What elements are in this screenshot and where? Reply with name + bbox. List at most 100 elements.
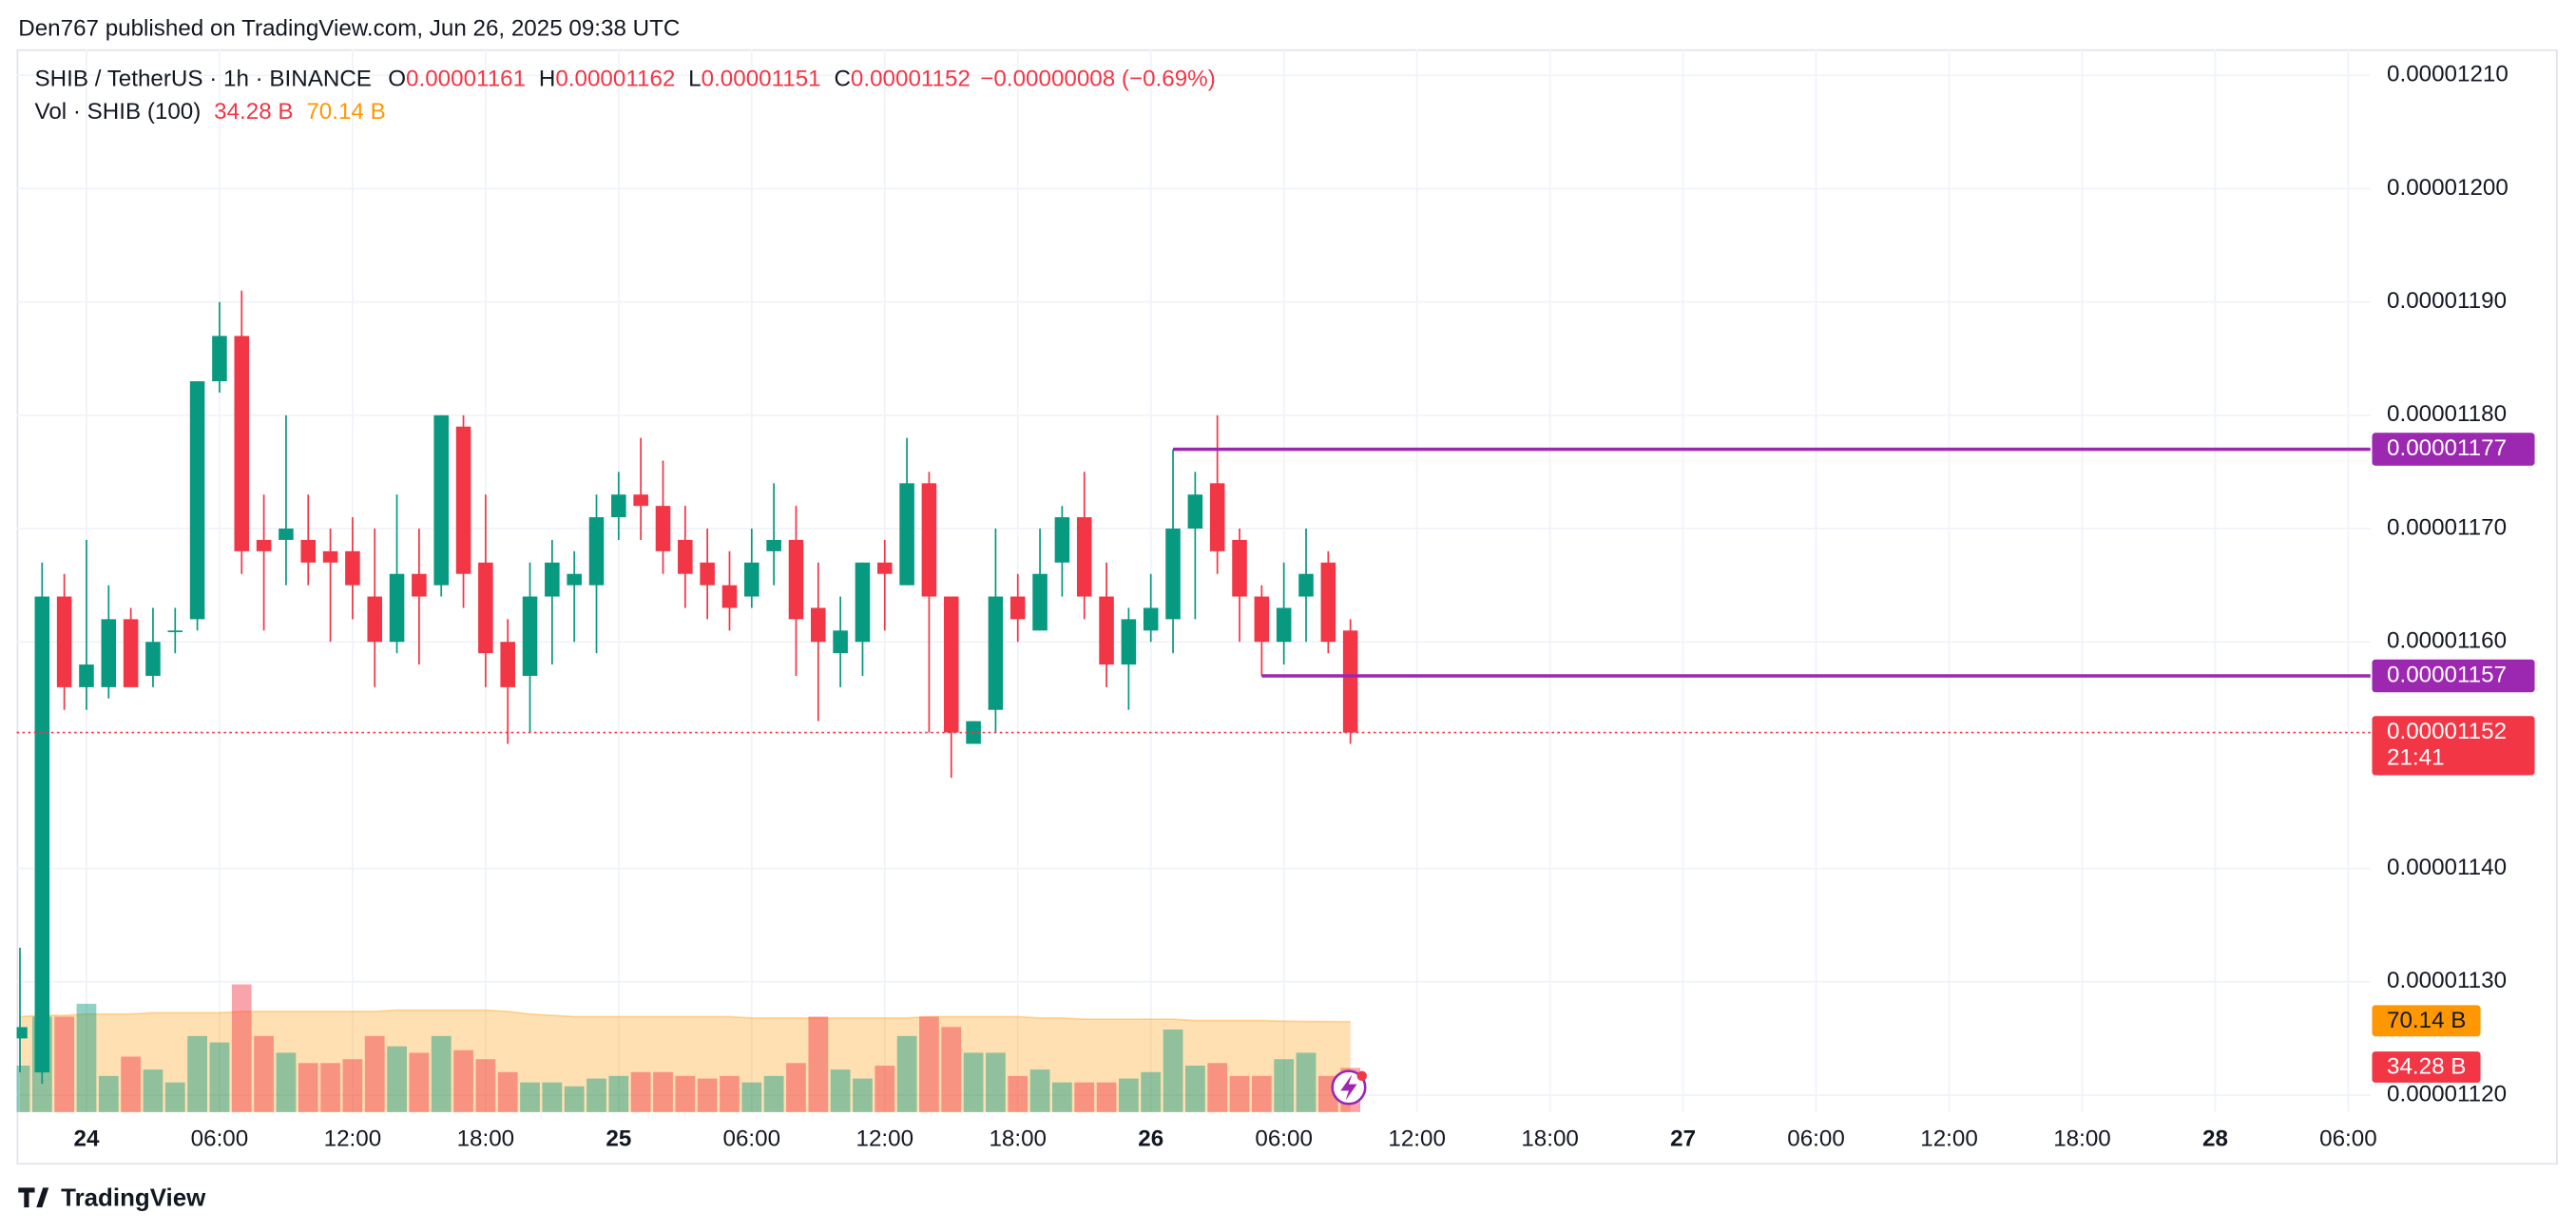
volume-bar <box>453 1049 473 1112</box>
candle-body <box>877 562 893 574</box>
last-price-label: 0.00001152 <box>2387 719 2507 744</box>
volume-bar <box>387 1046 407 1112</box>
volume-bar <box>1029 1069 1050 1112</box>
volume-bar <box>630 1071 651 1112</box>
candle-body <box>433 414 449 586</box>
candle-body <box>921 483 937 597</box>
x-tick-label: 24 <box>74 1126 100 1152</box>
candle-body <box>988 596 1004 710</box>
candle-body <box>1298 573 1314 597</box>
y-tick-label: 0.00001130 <box>2387 968 2507 993</box>
volume-bar <box>586 1078 606 1112</box>
candle-body <box>412 573 427 597</box>
legend-main: SHIB / TetherUS · 1h · BINANCE O0.0000116… <box>35 67 1216 92</box>
publisher: Den767 published on TradingView.com, Jun… <box>18 15 680 41</box>
volume-box <box>2372 1051 2481 1083</box>
volume-bar <box>1207 1063 1228 1112</box>
candles <box>16 290 1358 1085</box>
candle-body <box>1165 529 1181 620</box>
volume-bar <box>763 1075 784 1112</box>
volume-bar <box>98 1075 119 1112</box>
volume-bar <box>1119 1078 1139 1112</box>
candle-body <box>766 539 781 551</box>
volume-bar <box>342 1059 363 1112</box>
candle-body <box>279 529 294 540</box>
candle-body <box>721 585 738 608</box>
candle-body <box>16 1027 28 1039</box>
y-tick-label: 0.00001120 <box>2387 1081 2507 1107</box>
y-tick-label: 0.00001190 <box>2387 288 2507 314</box>
volume-bar <box>143 1069 163 1112</box>
volume-bar <box>875 1066 895 1112</box>
symbol: SHIB / TetherUS · 1h · BINANCE <box>35 67 372 92</box>
volume-bar <box>741 1082 762 1112</box>
countdown: 21:41 <box>2387 745 2445 771</box>
candle-body <box>167 630 183 633</box>
volume-bar <box>187 1035 207 1112</box>
candle-body <box>145 642 161 676</box>
volume-bar <box>896 1035 917 1112</box>
volume-bar <box>16 1066 30 1112</box>
volume-bar <box>431 1035 452 1112</box>
volume-bar <box>298 1063 318 1112</box>
volume-bar <box>1096 1082 1117 1112</box>
replay-icon[interactable] <box>1331 1069 1367 1106</box>
volume-bar <box>675 1075 696 1112</box>
x-tick-label: 12:00 <box>324 1126 382 1152</box>
candle-body <box>478 562 493 654</box>
candle-body <box>1032 573 1048 631</box>
x-tick-label: 28 <box>2202 1126 2228 1152</box>
volume-bar <box>1141 1071 1162 1112</box>
candle-body <box>189 381 205 620</box>
level-label: 0.00001177 <box>2387 435 2507 461</box>
candle-body <box>1254 596 1270 643</box>
candle-body <box>1276 607 1292 643</box>
volume-bar <box>808 1016 829 1112</box>
volume-title: Vol · SHIB (100) <box>35 100 202 125</box>
candle-body <box>367 596 383 643</box>
y-tick-label: 0.00001160 <box>2387 628 2507 654</box>
x-tick-label: 18:00 <box>1521 1126 1579 1152</box>
quote-key: L <box>688 67 701 92</box>
quote-value: 0.00001162 <box>555 67 675 92</box>
volume-bar <box>121 1056 141 1112</box>
level-label-box <box>2372 433 2535 466</box>
volume-bar <box>564 1086 585 1112</box>
volume-value: 34.28 B <box>214 100 293 125</box>
volume-bar <box>830 1069 851 1112</box>
volume-bar <box>1274 1059 1295 1112</box>
volume-bar <box>720 1075 740 1112</box>
candle-body <box>234 336 250 551</box>
volume-bar <box>853 1078 873 1112</box>
volume-bar <box>409 1052 430 1112</box>
quote-value: 0.00001152 <box>851 67 971 92</box>
candle-body <box>899 483 914 586</box>
y-tick-label: 0.00001180 <box>2387 401 2507 427</box>
volume-bar <box>1163 1030 1183 1112</box>
candle-body <box>1054 517 1070 563</box>
brand: TradingView <box>18 1184 206 1211</box>
candle-body <box>833 630 848 654</box>
volume-bar <box>653 1071 673 1112</box>
volume-bar <box>209 1042 230 1112</box>
x-tick-label: 27 <box>1670 1126 1696 1152</box>
candle-body <box>123 619 139 687</box>
candle-body <box>500 642 515 687</box>
volume-ma-axis-label: 70.14 B <box>2387 1008 2466 1033</box>
x-tick-label: 06:00 <box>191 1126 249 1152</box>
level-label-box <box>2372 659 2535 693</box>
candle-body <box>943 596 959 733</box>
volume-bar <box>276 1052 297 1112</box>
candle-body <box>79 664 94 687</box>
candle-body <box>1099 596 1114 665</box>
candle-body <box>1232 539 1247 597</box>
candle-body <box>1209 483 1225 551</box>
candle-body <box>34 596 50 1073</box>
y-tick-label: 0.00001200 <box>2387 175 2509 201</box>
candle-body <box>212 336 227 382</box>
x-tick-label: 06:00 <box>2319 1126 2377 1152</box>
brand-name: TradingView <box>61 1184 206 1211</box>
candle-body <box>1076 517 1092 597</box>
candle-body <box>1121 619 1137 665</box>
